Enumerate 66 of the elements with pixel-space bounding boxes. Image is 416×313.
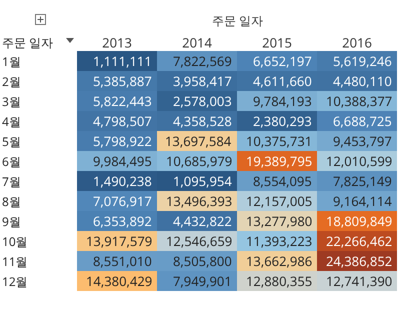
data-label: 12,157,005 <box>246 192 312 210</box>
data-label: 13,697,584 <box>165 132 232 150</box>
y-tick-label: 7월 <box>2 173 21 190</box>
data-label: 4,358,528 <box>173 112 232 130</box>
y-tick-label: 9월 <box>2 213 21 230</box>
data-label: 2,380,293 <box>253 112 312 130</box>
y-tick-label: 5월 <box>2 133 21 150</box>
data-label: 10,685,979 <box>166 152 232 170</box>
data-label: 5,822,443 <box>93 92 152 110</box>
data-label: 22,266,462 <box>326 232 392 250</box>
data-label: 12,010,599 <box>326 152 392 170</box>
data-label: 7,822,569 <box>173 52 232 70</box>
data-label: 7,825,149 <box>333 172 392 190</box>
data-label: 19,389,795 <box>246 152 312 170</box>
data-label: 4,611,660 <box>253 72 312 90</box>
data-label: 6,353,892 <box>93 212 152 230</box>
data-label: 9,784,193 <box>253 92 312 110</box>
data-label: 13,496,393 <box>166 192 232 210</box>
data-label: 6,652,197 <box>253 52 312 70</box>
y-tick-label: 12월 <box>2 273 28 290</box>
data-label: 4,798,507 <box>93 112 152 130</box>
y-tick-label: 11월 <box>2 253 28 270</box>
data-label: 13,277,980 <box>246 212 312 230</box>
data-label: 9,453,797 <box>333 132 392 150</box>
data-label: 7,949,901 <box>173 272 232 290</box>
data-label: 6,688,725 <box>333 112 392 130</box>
data-label: 4,432,822 <box>173 212 232 230</box>
x-tick-label: 2015 <box>262 33 292 52</box>
data-label: 1,111,111 <box>93 52 152 70</box>
y-tick-label: 1월 <box>2 53 21 70</box>
x-axis-title: 주문 일자 <box>212 12 264 29</box>
data-label: 2,578,003 <box>173 92 232 110</box>
data-label: 5,385,887 <box>93 72 152 90</box>
data-label: 1,095,954 <box>173 172 232 190</box>
data-label: 13,917,579 <box>86 232 152 250</box>
y-tick-label: 4월 <box>2 113 21 130</box>
data-label: 14,380,429 <box>86 272 152 290</box>
data-label: 3,958,417 <box>173 72 232 90</box>
data-label: 7,076,917 <box>93 192 152 210</box>
y-axis-title: 주문 일자 <box>2 34 54 51</box>
x-tick-label: 2014 <box>182 33 212 52</box>
data-label: 8,505,800 <box>173 252 232 270</box>
data-label: 9,164,114 <box>333 192 392 210</box>
data-label: 9,984,495 <box>93 152 152 170</box>
data-label: 10,388,377 <box>326 92 392 110</box>
data-label: 1,490,238 <box>93 172 152 190</box>
data-label: 4,480,110 <box>333 72 392 90</box>
data-label: 12,546,659 <box>166 232 232 250</box>
y-tick-label: 8월 <box>2 193 21 210</box>
data-label: 8,554,095 <box>253 172 312 190</box>
data-label: 10,375,731 <box>246 132 312 150</box>
data-label: 13,662,986 <box>246 252 312 270</box>
data-label: 24,386,852 <box>326 252 392 270</box>
y-tick-label: 10월 <box>2 233 28 250</box>
data-label: 12,741,390 <box>326 272 392 290</box>
y-tick-label: 3월 <box>2 93 21 110</box>
data-label: 18,809,849 <box>326 212 392 230</box>
y-tick-label: 2월 <box>2 73 21 90</box>
y-tick-label: 6월 <box>2 153 21 170</box>
x-tick-label: 2016 <box>342 33 372 52</box>
data-label: 5,798,922 <box>93 132 152 150</box>
data-label: 5,619,246 <box>333 52 392 70</box>
data-label: 11,393,223 <box>246 232 312 250</box>
x-tick-label: 2013 <box>102 33 132 52</box>
data-label: 8,551,010 <box>93 252 152 270</box>
data-label: 12,880,355 <box>246 272 312 290</box>
